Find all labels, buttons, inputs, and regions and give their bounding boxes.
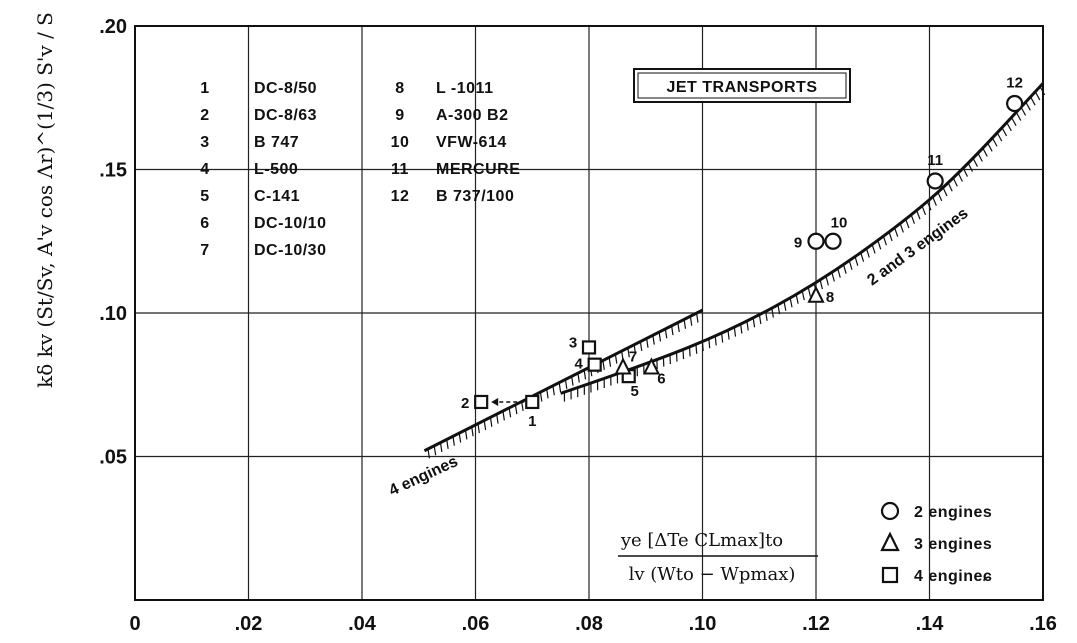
y-tick-label: .20 (99, 16, 127, 38)
curve-hatching (563, 86, 1046, 402)
aircraft-legend-name: DC-10/30 (254, 242, 326, 259)
data-point-label: 7 (629, 349, 637, 366)
legend-triangle-marker (880, 531, 900, 552)
x-tick-label: .06 (462, 613, 490, 635)
legend-square-marker (881, 566, 899, 584)
data-point-label: 12 (1006, 74, 1023, 91)
data-point-2-engines (926, 172, 944, 190)
data-point-label: 11 (927, 152, 943, 169)
grid-lines (135, 26, 1043, 600)
aircraft-legend-number: 12 (391, 188, 410, 205)
data-point-label: 2 (461, 395, 469, 412)
legend-circle-marker (880, 501, 900, 521)
data-point-3-engines (614, 357, 632, 375)
aircraft-legend-number: 2 (200, 107, 209, 124)
shift-arrow (491, 397, 525, 406)
data-point-2-engines (1006, 94, 1024, 113)
aircraft-legend-number: 7 (200, 242, 209, 259)
x-tick-label: .16 (1029, 613, 1057, 635)
chart-title: JET TRANSPORTS (666, 79, 817, 96)
x-tick-label: 0 (129, 613, 140, 635)
data-point-label: 5 (631, 383, 639, 400)
data-point-4-engines (474, 394, 489, 410)
aircraft-legend-name: B 737/100 (436, 188, 514, 205)
data-point-4-engines (525, 394, 540, 410)
x-tick-label: .04 (348, 613, 377, 635)
x-tick-label: .02 (235, 613, 263, 635)
y-tick-label: .05 (99, 447, 127, 469)
aircraft-legend-number: 4 (200, 161, 209, 178)
aircraft-legend-name: MERCURE (436, 161, 520, 178)
marker-legend: 2 engines 3 engines 4 engineɕ (880, 501, 992, 585)
x-tick-label: .12 (802, 613, 830, 635)
aircraft-legend-name: C-141 (254, 188, 300, 205)
aircraft-legend: 1 DC-8/50 2 DC-8/63 3 B 747 4 L-500 5 C-141 6 DC-10… (200, 80, 520, 259)
x-axis-label: ye [ΔTe CLmax]to lv (Wto − Wpmax) (618, 530, 818, 585)
data-point-2-engines (807, 232, 825, 250)
marker-legend-label: 3 engines (914, 536, 992, 553)
curve-label-4-engines: 4 engines (387, 453, 461, 500)
aircraft-legend-name: L-500 (254, 161, 298, 178)
aircraft-legend-number: 10 (391, 134, 410, 151)
data-point-label: 3 (569, 334, 577, 351)
x-tick-label: .10 (689, 613, 717, 635)
x-axis-label-denominator: lv (Wto − Wpmax) (629, 564, 796, 585)
y-tick-label: .10 (99, 303, 127, 325)
curve-2-and-3-engines (560, 82, 1045, 395)
aircraft-legend-number: 11 (391, 161, 409, 178)
aircraft-legend-name: DC-8/50 (254, 80, 317, 97)
y-tick-label: .15 (99, 160, 127, 182)
data-point-4-engines (587, 357, 602, 372)
aircraft-legend-name: L -1011 (436, 80, 493, 97)
aircraft-legend-number: 8 (395, 80, 404, 97)
aircraft-legend-number: 5 (200, 188, 209, 205)
data-point-label: 8 (826, 289, 834, 306)
x-axis-label-numerator: ye [ΔTe CLmax]to (620, 530, 783, 551)
data-point-3-engines (642, 357, 661, 375)
aircraft-legend-name: DC-10/10 (254, 215, 326, 232)
data-point-label: 9 (794, 234, 802, 251)
y-axis-label-text: kδ kv (St/Sv, A'v cos Λr)^(1/3) S'v / S (33, 12, 57, 388)
marker-legend-label: 2 engines (914, 504, 992, 521)
y-axis-ticks: .05 .10 .15 .20 (99, 16, 127, 469)
data-point-3-engines (807, 285, 825, 303)
aircraft-legend-number: 9 (395, 107, 404, 124)
x-axis-ticks: 0 .02 .04 .06 .08 .10 .12 .14 .16 (129, 613, 1056, 635)
chart-title-box: JET TRANSPORTS (633, 68, 851, 103)
y-axis-label: kδ kv (St/Sv, A'v cos Λr)^(1/3) S'v / S (33, 12, 57, 388)
x-tick-label: .14 (916, 613, 945, 635)
data-point-label: 1 (528, 413, 536, 430)
data-point-label: 6 (657, 371, 665, 388)
marker-legend-label: 4 engineɕ (914, 568, 992, 585)
aircraft-legend-number: 6 (200, 215, 209, 232)
aircraft-legend-number: 3 (200, 134, 209, 151)
plot-frame (134, 25, 1044, 601)
aircraft-legend-name: DC-8/63 (254, 107, 317, 124)
aircraft-legend-name: B 747 (254, 134, 299, 151)
aircraft-legend-number: 1 (200, 80, 209, 97)
data-point-2-engines (824, 232, 842, 250)
data-point-label: 4 (575, 356, 584, 373)
curve-4-engines (423, 308, 704, 453)
data-point-4-engines (581, 340, 597, 355)
data-point-label: 10 (831, 214, 848, 231)
x-tick-label: .08 (575, 613, 603, 635)
aircraft-legend-name: A-300 B2 (436, 107, 508, 124)
aircraft-legend-name: VFW-614 (436, 134, 507, 151)
